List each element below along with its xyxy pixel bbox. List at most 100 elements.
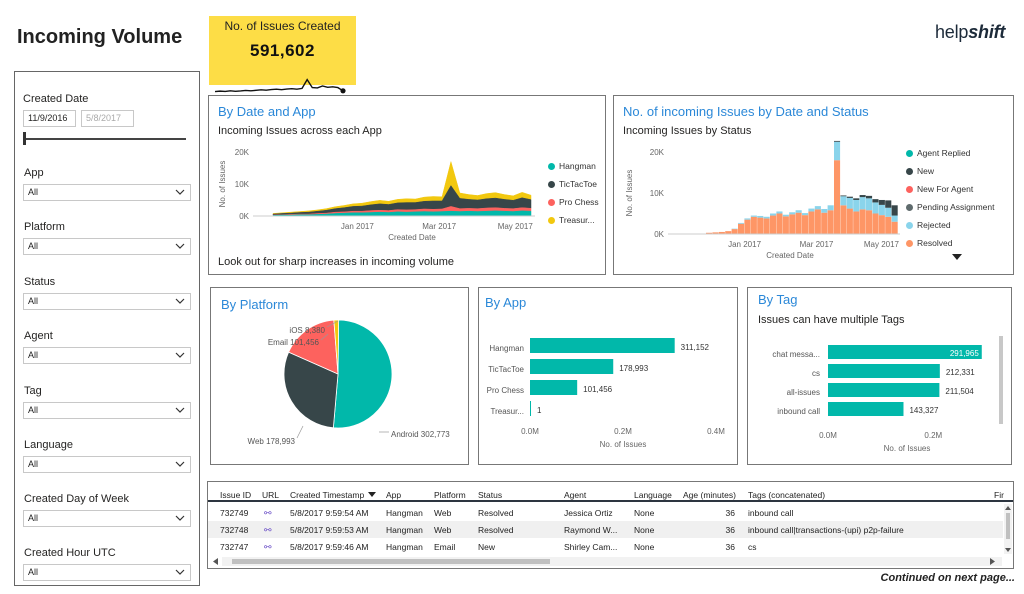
status-bar [712, 232, 719, 234]
legend-item[interactable]: Agent Replied [906, 148, 970, 158]
status-bar [859, 197, 866, 210]
bar-value-label: 211,504 [945, 387, 974, 396]
legend-dot-icon [548, 163, 555, 170]
status-bar [782, 216, 789, 234]
bar [530, 338, 675, 353]
column-header[interactable]: Created Timestamp [290, 490, 365, 500]
legend-item[interactable]: Resolved [906, 238, 952, 248]
legend-item[interactable]: TicTacToe [548, 179, 597, 189]
filter-dropdown[interactable]: All [23, 402, 191, 419]
column-header[interactable]: URL [262, 490, 280, 500]
legend-item[interactable]: New [906, 166, 934, 176]
status-bar [808, 211, 815, 234]
legend-more-arrow-icon[interactable] [952, 254, 962, 260]
column-header[interactable]: Language [634, 490, 672, 500]
by-tag-panel: By Tag Issues can have multiple Tags cha… [747, 287, 1012, 465]
legend-item[interactable]: Treasur... [548, 215, 595, 225]
chevron-down-icon [175, 298, 185, 304]
column-header[interactable]: Tags (concatenated) [748, 490, 826, 500]
bar-value-label: 291,965 [950, 349, 979, 358]
y-tick-label: 0K [654, 230, 664, 239]
x-axis-title: No. of Issues [600, 440, 647, 449]
status-bar [821, 212, 828, 234]
table-cell: Jessica Ortiz [564, 508, 613, 518]
filter-dropdown[interactable]: All [23, 238, 191, 255]
status-bar [744, 218, 751, 220]
status-bar [738, 222, 745, 224]
column-header[interactable]: App [386, 490, 402, 500]
status-bar [776, 213, 783, 234]
filter-dropdown[interactable]: All [23, 293, 191, 310]
status-bar-chart: 0K 10K 20K No. of Issues Jan 2017 Mar 2017 May… [625, 140, 900, 260]
link-icon[interactable]: ⚯ [264, 542, 272, 552]
column-header[interactable]: Fir [994, 490, 1004, 500]
date-range-slider[interactable] [23, 138, 186, 140]
filter-label: Language [24, 439, 73, 451]
pie-leader-line [296, 425, 304, 439]
tag-bar-chart: chat messa... 291,965 cs 212,331 all-issues 2… [772, 345, 982, 453]
scroll-down-icon[interactable] [1004, 546, 1012, 554]
column-header[interactable]: Issue ID [220, 490, 252, 500]
status-bar [853, 211, 860, 234]
start-date-input[interactable]: 11/9/2016 [23, 110, 76, 127]
bar [828, 402, 904, 416]
legend-dot-icon [906, 204, 913, 211]
status-bar [776, 211, 783, 214]
x-tick-label: Mar 2017 [800, 240, 834, 249]
sparkline-path [215, 78, 344, 93]
scroll-right-icon[interactable] [988, 557, 996, 566]
filter-label: Agent [24, 330, 53, 342]
status-bar [866, 198, 873, 211]
x-tick-label: Jan 2017 [728, 240, 761, 249]
issues-created-kpi-card[interactable]: No. of Issues Created 591,602 [209, 16, 356, 94]
scroll-up-icon[interactable] [1004, 504, 1012, 512]
sort-desc-icon[interactable] [368, 492, 376, 498]
legend-item[interactable]: New For Agent [906, 184, 973, 194]
table-cell: 5/8/2017 9:59:53 AM [290, 525, 369, 535]
date-slider-handle[interactable] [23, 132, 26, 145]
status-bar [840, 195, 847, 197]
end-date-input[interactable]: 5/8/2017 [81, 110, 134, 127]
status-bar [763, 216, 770, 219]
pie-slice [332, 319, 393, 429]
horizontal-scrollbar[interactable] [222, 557, 1002, 566]
legend-item[interactable]: Hangman [548, 161, 596, 171]
column-header[interactable]: Age (minutes) [683, 490, 736, 500]
legend-item[interactable]: Pending Assignment [906, 202, 995, 212]
legend-item[interactable]: Rejected [906, 220, 951, 230]
link-icon[interactable]: ⚯ [264, 525, 272, 535]
filter-dropdown[interactable]: All [23, 510, 191, 527]
table-row[interactable]: 732749 ⚯ 5/8/2017 9:59:54 AM Hangman Web Reso… [208, 504, 1003, 521]
table-cell: 36 [725, 525, 735, 535]
filter-panel: Created Date 11/9/2016 5/8/2017 App All Pl… [14, 71, 200, 586]
y-axis-title: No. of Issues [218, 161, 227, 208]
table-header: Issue ID URL Created Timestamp App Platform S… [208, 486, 1013, 502]
pie-slice [288, 319, 339, 375]
column-header[interactable]: Agent [564, 490, 587, 500]
table-cell: None [634, 525, 655, 535]
status-bar [770, 213, 777, 216]
filter-dropdown[interactable]: All [23, 456, 191, 473]
status-bar [725, 231, 732, 234]
link-icon[interactable]: ⚯ [264, 508, 272, 518]
issues-table: Issue ID URL Created Timestamp App Platform S… [207, 481, 1014, 569]
legend-dot-icon [906, 186, 913, 193]
tag-chart-scrollbar[interactable] [999, 336, 1003, 424]
y-tick-label: 20K [650, 148, 665, 157]
bar [828, 345, 982, 359]
table-row[interactable]: 732748 ⚯ 5/8/2017 9:59:53 AM Hangman Web Reso… [208, 521, 1003, 538]
vertical-scrollbar[interactable] [1004, 504, 1012, 554]
legend-item[interactable]: Pro Chess [548, 197, 599, 207]
scroll-left-icon[interactable] [212, 557, 220, 566]
filter-dropdown[interactable]: All [23, 564, 191, 581]
app-area-chart: 0K 10K 20K No. of Issues Jan 2017 Mar 2017 May… [218, 148, 535, 242]
table-cell: 36 [725, 542, 735, 552]
bar-category-label: inbound call [777, 407, 820, 416]
filter-dropdown[interactable]: All [23, 347, 191, 364]
column-header[interactable]: Platform [434, 490, 466, 500]
column-header[interactable]: Status [478, 490, 503, 500]
status-bar [827, 205, 834, 211]
bar [530, 380, 578, 395]
filter-dropdown[interactable]: All [23, 184, 191, 201]
table-row[interactable]: 732747 ⚯ 5/8/2017 9:59:46 AM Hangman Email Ne… [208, 538, 1003, 555]
